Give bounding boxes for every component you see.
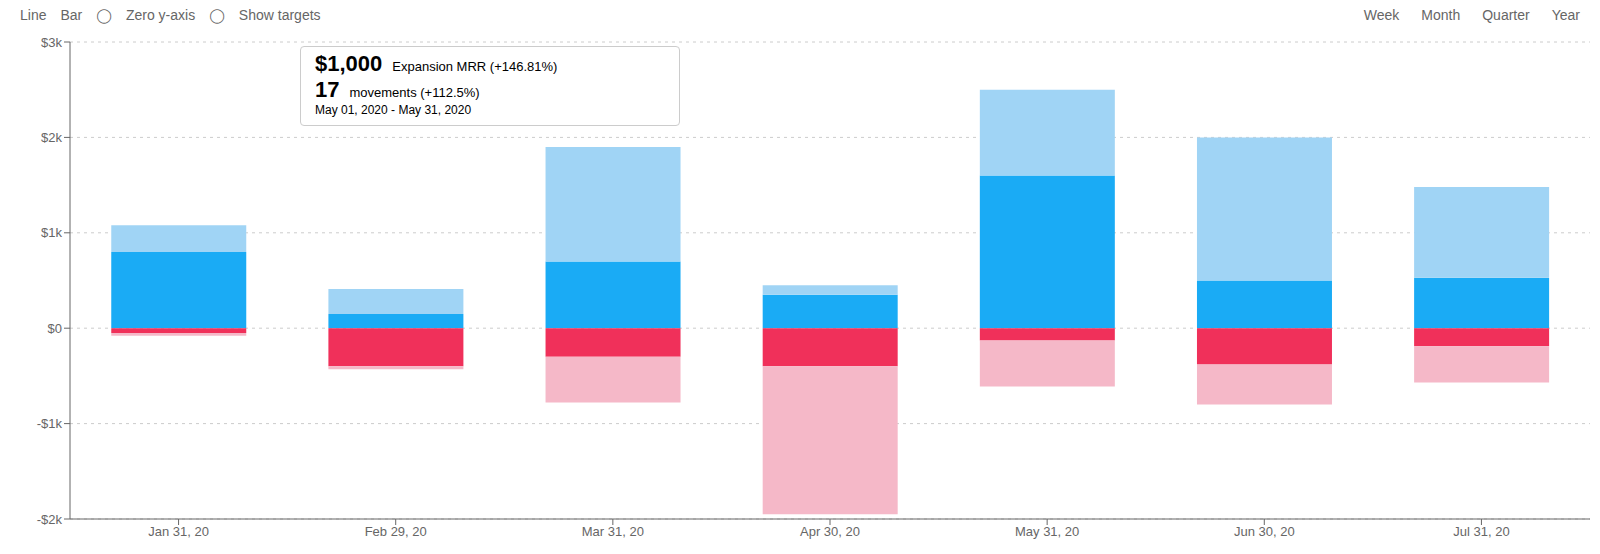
svg-text:Jun 30, 20: Jun 30, 20	[1234, 524, 1295, 539]
svg-text:-$2k: -$2k	[37, 512, 63, 527]
html-text:Quarter: Quarter	[1482, 7, 1530, 23]
html-text:Bar: Bar	[60, 7, 83, 23]
svg-text:Jan 31, 20: Jan 31, 20	[148, 524, 209, 539]
svg-text:Jul 31, 20: Jul 31, 20	[1453, 524, 1509, 539]
svg-text:-$1k: -$1k	[37, 416, 63, 431]
html-text:May 01, 2020 - May 31, 2020: May 01, 2020 - May 31, 2020	[315, 103, 472, 117]
html-text:Show targets: Show targets	[238, 7, 321, 23]
html-text:Month: Month	[1421, 7, 1461, 23]
svg-text:May 31, 20: May 31, 20	[1015, 524, 1079, 539]
svg-text:Feb 29, 20: Feb 29, 20	[365, 524, 427, 539]
html-text:Zero y-axis: Zero y-axis	[125, 7, 196, 23]
svg-text:Mar 31, 20: Mar 31, 20	[582, 524, 644, 539]
html-text:$1,000: $1,000	[315, 51, 383, 76]
svg-text:$0: $0	[48, 321, 62, 336]
svg-text:Apr 30, 20: Apr 30, 20	[800, 524, 860, 539]
html-text:Year: Year	[1551, 7, 1580, 23]
svg-text:$2k: $2k	[41, 130, 62, 145]
html-text:Line: Line	[20, 7, 47, 23]
html-text:Week: Week	[1363, 7, 1400, 23]
svg-text:$3k: $3k	[41, 35, 62, 50]
html-text:Expansion MRR (+146.81%): Expansion MRR (+146.81%)	[392, 59, 558, 74]
html-text:17: 17	[315, 77, 340, 102]
svg-text:$1k: $1k	[41, 225, 62, 240]
html-text:movements (+112.5%): movements (+112.5%)	[349, 85, 480, 100]
